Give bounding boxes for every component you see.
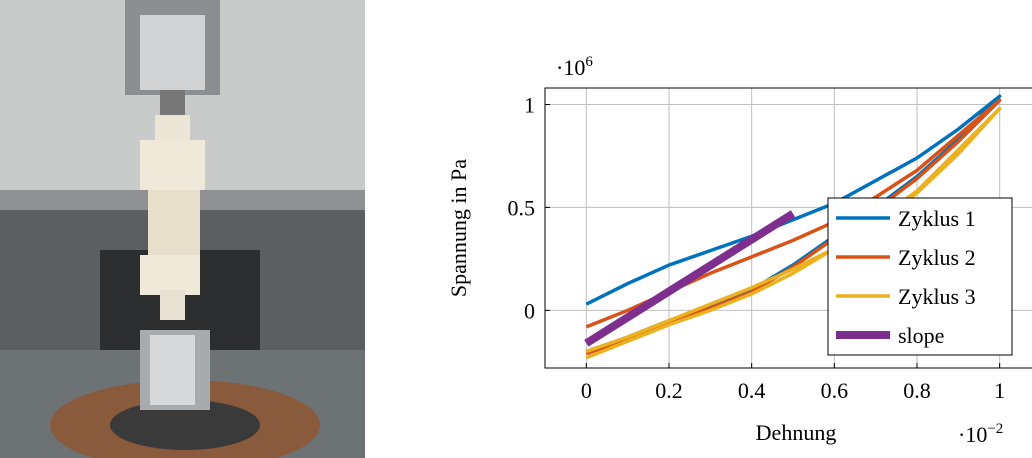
legend-label: Zyklus 3: [898, 284, 976, 309]
y-multiplier: ·106: [556, 54, 593, 80]
plot-frame: [544, 87, 1032, 369]
legend-label: slope: [898, 323, 944, 348]
legend-label: Zyklus 2: [898, 245, 976, 270]
data-line: [585, 106, 1002, 360]
data-line: [585, 98, 1002, 356]
y-axis-label: Spannung in Pa: [446, 159, 471, 297]
x-tick-label: 0.6: [821, 378, 849, 403]
y-tick-label: 1: [524, 92, 535, 117]
y-tick-label: 0.5: [508, 195, 536, 220]
x-tick-label: 1: [994, 378, 1005, 403]
y-tick-label: 0: [524, 298, 535, 323]
legend-label: Zyklus 1: [898, 206, 976, 231]
photo: [0, 0, 365, 458]
x-multiplier: ·10−2: [958, 421, 1003, 447]
x-tick-label: 0.8: [903, 378, 931, 403]
x-tick-label: 0.4: [738, 378, 766, 403]
data-line: [585, 94, 1002, 354]
x-axis-label: Dehnung: [756, 420, 837, 445]
legend-box: [827, 197, 1013, 356]
data-line: [584, 210, 796, 347]
x-tick-label: 0.2: [655, 378, 683, 403]
x-tick-label: 0: [581, 378, 592, 403]
